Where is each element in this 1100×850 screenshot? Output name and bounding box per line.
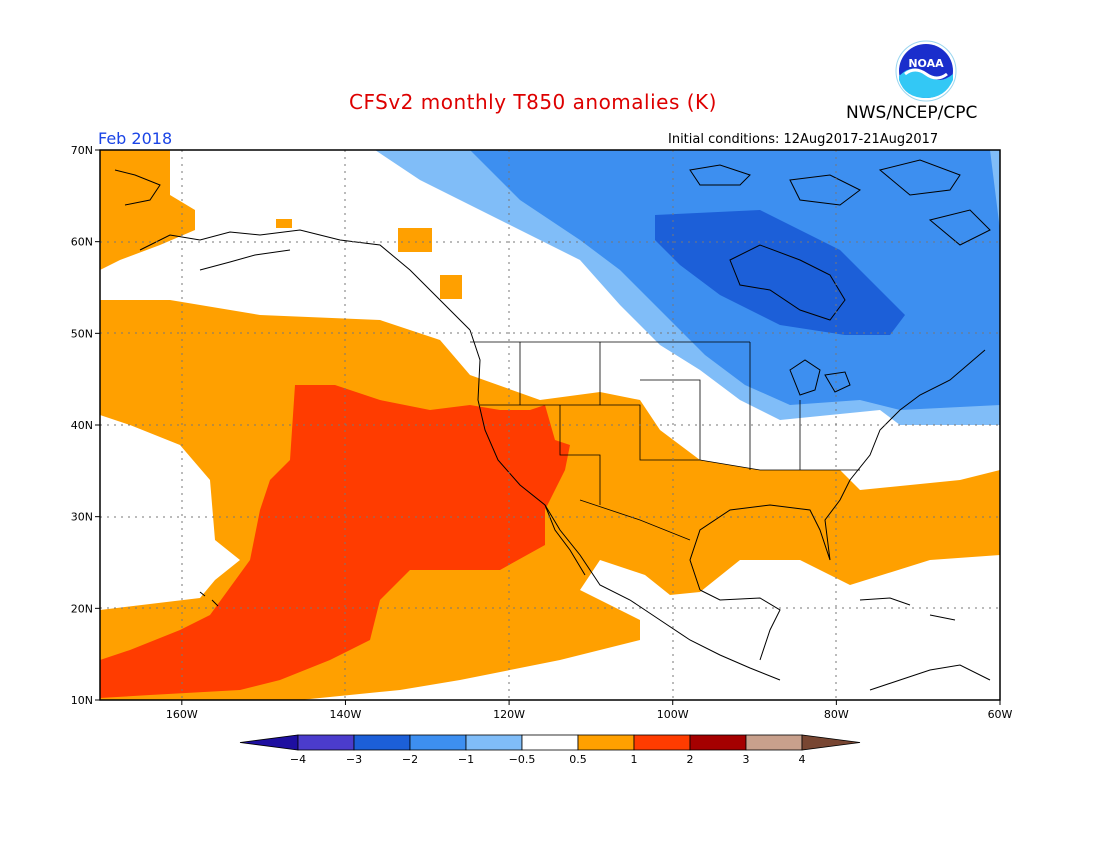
colorbar-segment xyxy=(297,734,355,751)
lat-tick-label: 10N xyxy=(71,694,93,707)
lon-tick-label: 100W xyxy=(657,708,689,721)
lat-tick-label: 50N xyxy=(71,327,93,340)
lon-tick-label: 120W xyxy=(493,708,525,721)
colorbar-label: 4 xyxy=(799,753,806,766)
lon-tick-label: 160W xyxy=(166,708,198,721)
coastlines xyxy=(114,159,991,691)
lat-tick-label: 60N xyxy=(71,236,93,249)
colorbar-segment xyxy=(465,734,523,751)
warm-anomaly-siberia xyxy=(100,150,195,270)
lon-tick-label: 60W xyxy=(988,708,1013,721)
lat-tick-label: 30N xyxy=(71,511,93,524)
svg-text:NOAA: NOAA xyxy=(908,57,944,70)
lat-tick-label: 40N xyxy=(71,419,93,432)
initial-conditions: Initial conditions: 12Aug2017-21Aug2017 xyxy=(668,132,939,147)
colorbar-max-arrow xyxy=(801,734,861,751)
colorbar-label: 0.5 xyxy=(569,753,587,766)
warm-anomaly-patch xyxy=(398,228,432,252)
agency-label: NWS/NCEP/CPC xyxy=(846,103,978,123)
colorbar-label: 1 xyxy=(631,753,638,766)
colorbar-segment xyxy=(353,734,411,751)
warm-anomaly-patch xyxy=(440,275,462,299)
colorbar-segment xyxy=(745,734,803,751)
lon-tick-label: 140W xyxy=(330,708,362,721)
colorbar-label: −0.5 xyxy=(509,753,536,766)
warm-anomaly-patch xyxy=(276,219,292,228)
latitude-axis: 70N 60N 50N 40N 30N 20N 10N xyxy=(71,144,100,707)
colorbar-segment xyxy=(689,734,747,751)
longitude-axis: 160W 140W 120W 100W 80W 60W xyxy=(166,700,1013,721)
forecast-period: Feb 2018 xyxy=(98,129,173,148)
colorbar-segment xyxy=(577,734,635,751)
lat-tick-label: 20N xyxy=(71,602,93,615)
colorbar-min-arrow xyxy=(239,734,299,751)
colorbar-label: −2 xyxy=(402,753,418,766)
colorbar-label: 2 xyxy=(687,753,694,766)
colorbar: −4 −3 −2 −1 −0.5 0.5 1 2 3 4 xyxy=(239,734,861,766)
graticule xyxy=(100,150,1000,700)
colorbar-label: −1 xyxy=(458,753,474,766)
colorbar-label: −4 xyxy=(290,753,306,766)
map-title: CFSv2 monthly T850 anomalies (K) xyxy=(349,90,717,114)
colorbar-label: −3 xyxy=(346,753,362,766)
colorbar-segment xyxy=(633,734,691,751)
colorbar-segment xyxy=(409,734,467,751)
political-boundaries xyxy=(470,341,860,541)
colorbar-segment xyxy=(521,734,579,751)
lat-tick-label: 70N xyxy=(71,144,93,157)
noaa-logo: NOAA xyxy=(895,40,957,102)
lon-tick-label: 80W xyxy=(824,708,849,721)
hot-anomaly-region xyxy=(100,385,570,698)
colorbar-label: 3 xyxy=(743,753,750,766)
